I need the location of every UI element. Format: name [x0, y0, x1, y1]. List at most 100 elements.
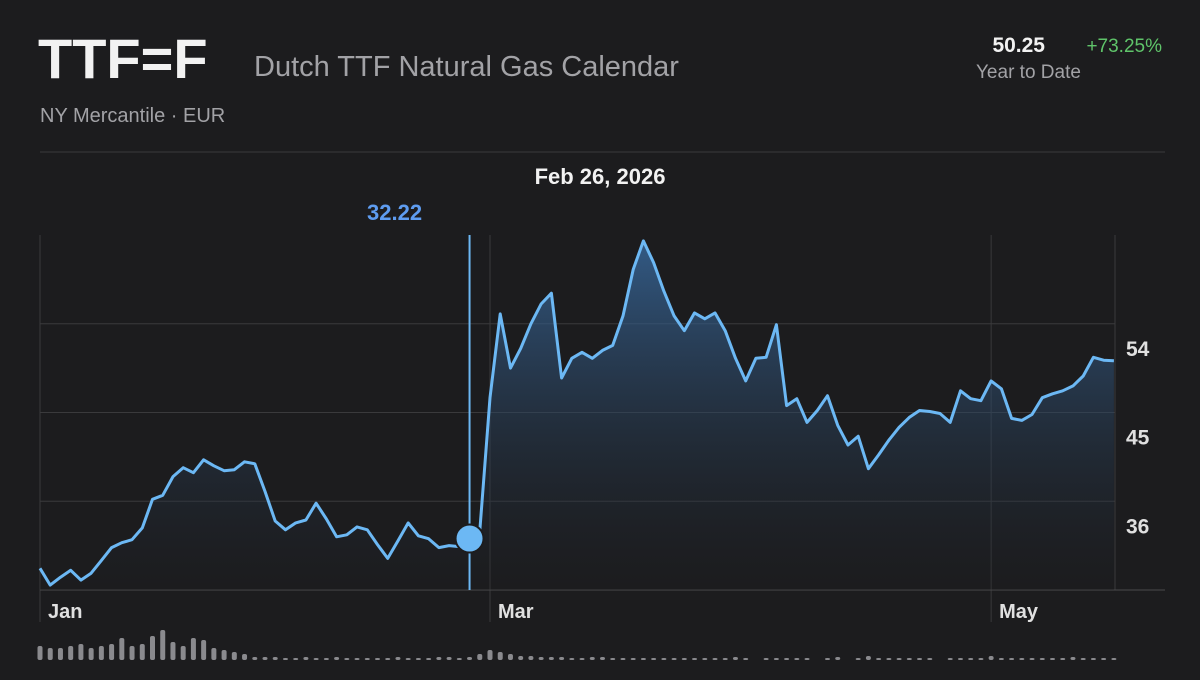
volume-bar — [876, 658, 882, 660]
volume-bar — [150, 636, 155, 660]
y-tick-label: 54 — [1126, 338, 1150, 361]
x-tick-label: Mar — [498, 601, 534, 623]
volume-bar — [589, 657, 595, 660]
volume-bar — [405, 658, 411, 660]
area — [40, 240, 1114, 590]
volume-bar — [702, 658, 708, 660]
volume-bar — [692, 658, 698, 660]
volume-bar — [334, 657, 340, 660]
volume-bar — [354, 658, 360, 660]
volume-bar — [579, 658, 585, 660]
volume-bar — [825, 658, 830, 660]
instrument-name: Dutch TTF Natural Gas Calendar — [254, 51, 679, 83]
volume-bar — [385, 658, 391, 660]
volume-bar — [855, 658, 861, 660]
y-tick-label: 45 — [1126, 427, 1150, 450]
volume-bar — [620, 658, 626, 660]
volume-bar — [1080, 658, 1086, 660]
volume-bar — [630, 658, 636, 660]
volume-bar — [998, 658, 1004, 660]
volume-bar — [1019, 658, 1025, 660]
volume-bar — [538, 657, 544, 660]
volume-bar — [436, 657, 442, 660]
volume-bar — [78, 644, 84, 660]
volume-bar — [722, 658, 728, 660]
volume-bar — [1111, 658, 1117, 660]
volume-bar — [651, 658, 657, 660]
volume-bar — [661, 658, 667, 660]
volume-bar — [395, 657, 401, 660]
volume-bar — [252, 657, 258, 660]
volume-bar — [988, 656, 994, 660]
volume-bar — [68, 646, 74, 660]
volume-bar — [129, 646, 135, 660]
volume-bar — [415, 658, 421, 660]
volume-bar — [886, 658, 892, 660]
x-tick-label: Jan — [48, 601, 82, 623]
volume-bar — [569, 658, 575, 660]
volume-bar — [600, 657, 605, 660]
volume-bar — [518, 656, 524, 660]
volume-bar — [211, 648, 217, 660]
volume-bar — [712, 658, 718, 660]
volume-bar — [906, 658, 912, 660]
volume-bar — [467, 657, 473, 660]
volume-bar — [927, 658, 933, 660]
volume-bar — [109, 644, 115, 660]
crosshair-dot — [454, 523, 485, 554]
volume-bar — [282, 658, 288, 660]
volume-bar — [375, 658, 380, 660]
volume-bar — [835, 657, 841, 660]
volume-bar — [1009, 658, 1015, 660]
symbol: TTF=F — [38, 27, 208, 90]
volume-bar — [865, 656, 871, 660]
volume-bar — [456, 658, 462, 660]
volume-bar — [1039, 658, 1045, 660]
volume-bar — [190, 638, 196, 660]
volume-bar — [917, 658, 923, 660]
volume-bar — [559, 657, 565, 660]
volume-bar — [896, 658, 902, 660]
volume-bar — [1060, 658, 1066, 660]
volume-bar — [681, 658, 687, 660]
volume-bar — [978, 658, 984, 660]
volume-bar — [364, 658, 370, 660]
volume-bar — [957, 658, 963, 660]
volume-bar — [640, 658, 646, 660]
volume-bar — [303, 657, 309, 660]
price-line — [38, 239, 1114, 587]
volume-bar — [323, 658, 329, 660]
volume-bar — [293, 658, 299, 660]
volume-bar — [497, 652, 503, 660]
volume-bar — [784, 658, 790, 660]
volume-bar — [763, 658, 769, 660]
volume-bar — [794, 658, 800, 660]
volume-bar — [947, 658, 953, 660]
volume-bar — [180, 646, 186, 660]
volume-bar — [610, 658, 616, 660]
volume-bar — [1101, 658, 1107, 660]
volume-bar — [477, 654, 483, 660]
volume-bar — [804, 658, 810, 660]
volume-bar — [1070, 657, 1076, 660]
volume-bar — [1090, 658, 1096, 660]
volume-bar — [313, 658, 319, 660]
volume-bar — [160, 630, 166, 660]
volume-bar — [98, 646, 104, 660]
crosshair-date: Feb 26, 2026 — [535, 164, 666, 189]
price: 50.25 — [992, 34, 1045, 57]
volume-bar — [57, 648, 63, 660]
volume-bar — [671, 658, 677, 660]
volume-bar — [773, 658, 779, 660]
volume-bar — [231, 652, 237, 660]
volume-bar — [170, 642, 176, 660]
crosshair-value: 32.22 — [367, 200, 422, 225]
volume-bar — [201, 640, 207, 660]
volume-bar — [47, 648, 53, 660]
volume-bar — [968, 658, 974, 660]
volume-bar — [272, 657, 278, 660]
volume-bar — [139, 644, 145, 660]
volume-bar — [1029, 658, 1035, 660]
volume-bar — [242, 654, 248, 660]
